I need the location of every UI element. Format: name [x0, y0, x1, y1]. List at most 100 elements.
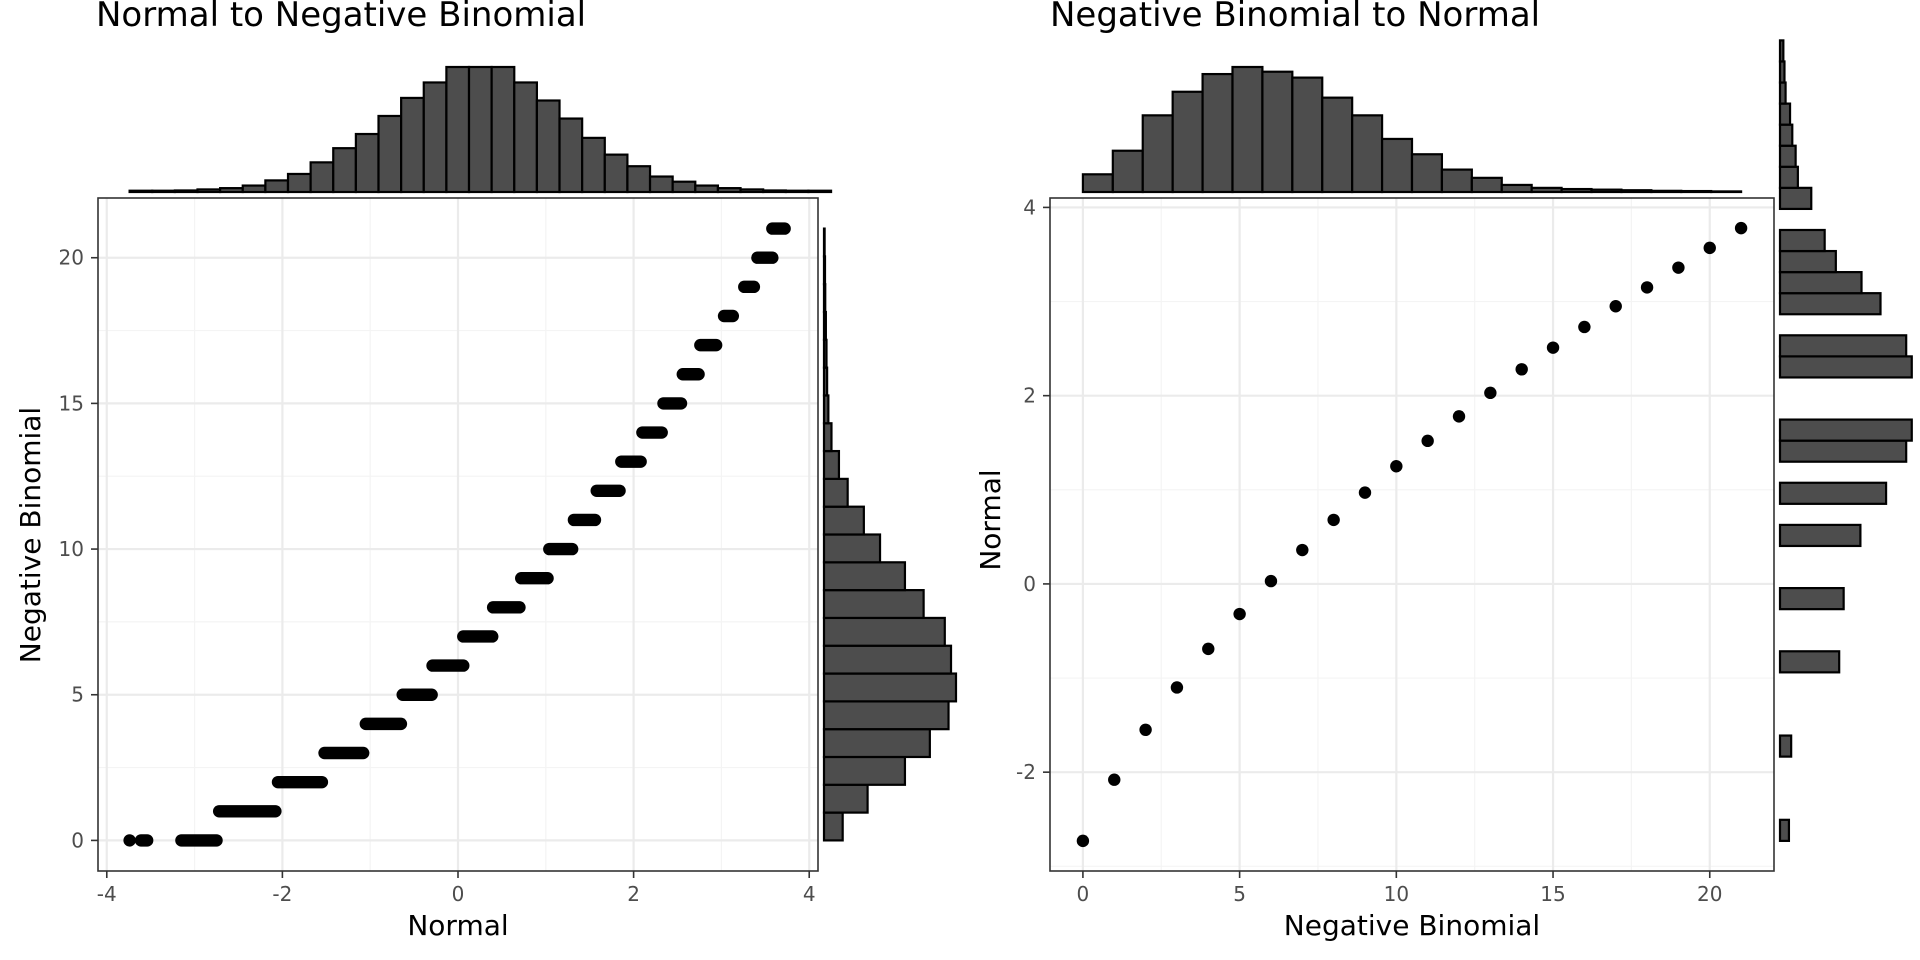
top-hist-bar: [648, 175, 674, 194]
top-hist-bar: [1351, 114, 1384, 194]
x-tick-label: 10: [1384, 882, 1409, 906]
data-point: [1233, 607, 1246, 621]
side-hist-bar: [822, 227, 826, 258]
y-tick-label: 5: [71, 683, 84, 707]
side-hist-bar: [822, 338, 828, 369]
left-top-histogram: [128, 65, 833, 194]
side-hist-bar: [1778, 186, 1813, 211]
top-hist-bar: [739, 188, 765, 194]
top-hist-bar: [1111, 149, 1144, 194]
side-hist-bar: [1778, 586, 1845, 611]
y-tick-label: 2: [1023, 384, 1036, 408]
y-tick-label: 0: [1023, 572, 1036, 596]
top-hist-bar: [1261, 70, 1294, 194]
top-hist-bar: [1440, 168, 1473, 194]
top-hist-bar: [535, 99, 561, 194]
x-tick-label: 2: [627, 882, 640, 906]
side-hist-bar: [1778, 481, 1888, 505]
side-hist-bar: [822, 589, 925, 620]
top-hist-bar: [1680, 189, 1713, 194]
left-plot-area: [97, 197, 819, 872]
top-hist-bar: [513, 81, 539, 194]
top-hist-bar: [1380, 137, 1414, 194]
left-chart: Normal to Negative Binomial -4 -2 0 2 4 0 5 10…: [14, 0, 958, 942]
top-hist-bar: [128, 189, 154, 194]
left-y-axis-ticks: 0 5 10 15 20: [59, 246, 98, 852]
side-hist-bar: [822, 755, 907, 786]
right-side-histogram: [1778, 39, 1913, 842]
top-hist-bar: [1620, 189, 1653, 194]
right-chart: Negative Binomial to Normal 0 5 10 15 20 -20…: [974, 0, 1913, 942]
data-point: [1327, 513, 1340, 527]
top-hist-bar: [1321, 96, 1354, 194]
left-y-axis-title: Negative Binomial: [14, 407, 47, 663]
top-hist-bar: [1171, 90, 1204, 194]
data-point: [1358, 486, 1372, 499]
top-hist-bar: [490, 65, 516, 194]
right-y-axis-ticks: -2 0 2 4: [1016, 195, 1050, 784]
data-point: [1734, 221, 1748, 235]
side-hist-bar: [822, 283, 827, 314]
side-hist-bar: [822, 728, 931, 759]
y-tick-label: 4: [1023, 195, 1036, 219]
data-point: [1139, 723, 1152, 737]
side-hist-bar: [1778, 102, 1792, 126]
side-hist-bar: [822, 561, 907, 592]
side-hist-bar: [1778, 523, 1862, 548]
data-point: [1076, 834, 1090, 848]
top-hist-bar: [1530, 186, 1563, 194]
top-hist-bar: [1470, 176, 1503, 194]
side-hist-bar: [822, 394, 830, 425]
top-hist-bar: [694, 184, 720, 194]
top-hist-bar: [241, 184, 267, 194]
side-hist-bar: [822, 422, 833, 453]
side-hist-bar: [822, 644, 953, 675]
right-y-axis-title: Normal: [974, 469, 1007, 570]
right-x-axis-ticks: 0 5 10 15 20: [1077, 871, 1722, 906]
side-hist-bar: [1778, 418, 1913, 442]
data-point: [1108, 773, 1121, 786]
top-hist-bar: [716, 187, 742, 194]
top-hist-bar: [332, 147, 357, 194]
data-point: [1202, 642, 1215, 656]
left-chart-title: Normal to Negative Binomial: [96, 0, 586, 35]
right-gridlines: [1050, 198, 1774, 871]
top-hist-bar: [671, 180, 697, 194]
side-hist-bar: [1778, 271, 1863, 295]
side-hist-bar: [1778, 734, 1793, 758]
side-hist-bar: [822, 505, 865, 536]
data-point: [1170, 681, 1184, 694]
top-hist-bar: [309, 161, 335, 194]
side-hist-bar: [822, 700, 950, 731]
right-panel-border: [1049, 197, 1775, 872]
top-hist-bar: [762, 189, 787, 194]
side-hist-bar: [822, 616, 946, 647]
side-hist-bar: [1778, 292, 1882, 316]
left-side-histogram: [822, 227, 958, 842]
left-points: [123, 222, 791, 847]
top-hist-bar: [1590, 188, 1623, 194]
data-point: [1515, 363, 1528, 376]
top-hist-bar: [1650, 189, 1683, 194]
side-hist-bar: [822, 255, 827, 286]
top-hist-bar: [467, 65, 493, 194]
x-tick-label: 0: [452, 882, 465, 906]
side-hist-bar: [1778, 334, 1908, 358]
left-x-axis-title: Normal: [407, 909, 508, 942]
data-point: [1609, 300, 1622, 313]
top-hist-bar: [1560, 187, 1593, 194]
data-point: [1452, 410, 1466, 423]
x-tick-label: -2: [272, 882, 292, 906]
side-hist-bar: [822, 783, 869, 814]
top-hist-bar: [400, 96, 425, 194]
side-hist-bar: [822, 449, 841, 480]
side-hist-bar: [1778, 60, 1786, 84]
data-point: [1264, 574, 1278, 588]
data-point: [123, 834, 136, 847]
data-point: [1390, 460, 1403, 473]
data-point: [1296, 543, 1309, 557]
top-hist-bar: [1291, 76, 1324, 194]
side-hist-bar: [822, 310, 827, 341]
left-x-axis-ticks: -4 -2 0 2 4: [97, 871, 816, 906]
x-tick-label: 0: [1077, 882, 1090, 906]
